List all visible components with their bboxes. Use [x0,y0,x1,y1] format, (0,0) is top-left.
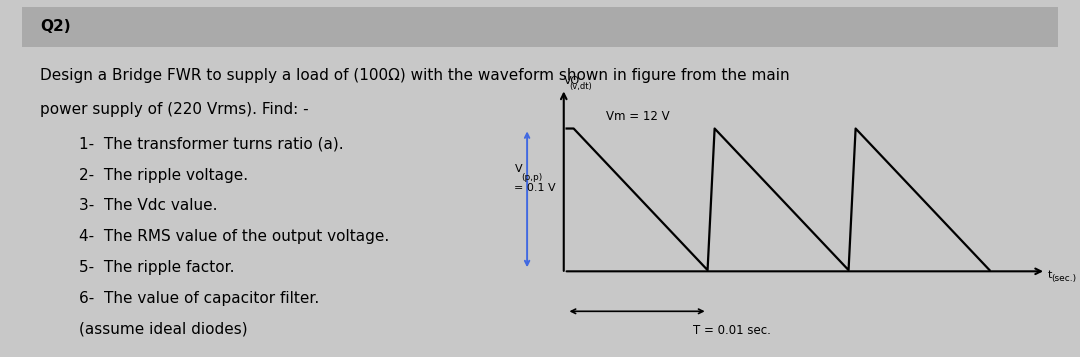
Text: 3-  The Vdc value.: 3- The Vdc value. [79,198,217,213]
Text: 6-  The value of capacitor filter.: 6- The value of capacitor filter. [79,291,319,306]
Text: VO: VO [564,76,580,86]
Text: power supply of (220 Vrms). Find: -: power supply of (220 Vrms). Find: - [40,102,309,117]
Text: (assume ideal diodes): (assume ideal diodes) [79,322,247,337]
Text: Q2): Q2) [40,19,71,34]
Text: (sec.): (sec.) [1052,274,1077,283]
Text: V: V [514,164,522,174]
Text: = 0.1 V: = 0.1 V [514,183,556,193]
Text: Vm = 12 V: Vm = 12 V [606,110,670,123]
Text: (p,p): (p,p) [522,172,543,182]
Text: t: t [1048,270,1052,280]
Text: 5-  The ripple factor.: 5- The ripple factor. [79,260,234,275]
Text: 1-  The transformer turns ratio (a).: 1- The transformer turns ratio (a). [79,137,343,152]
Bar [22,7,1058,46]
Text: T = 0.01 sec.: T = 0.01 sec. [693,324,771,337]
Text: (v,dt): (v,dt) [569,82,592,91]
Text: 4-  The RMS value of the output voltage.: 4- The RMS value of the output voltage. [79,229,389,244]
Text: Design a Bridge FWR to supply a load of (100Ω) with the waveform shown in figure: Design a Bridge FWR to supply a load of … [40,68,789,83]
Text: 2-  The ripple voltage.: 2- The ripple voltage. [79,167,247,182]
